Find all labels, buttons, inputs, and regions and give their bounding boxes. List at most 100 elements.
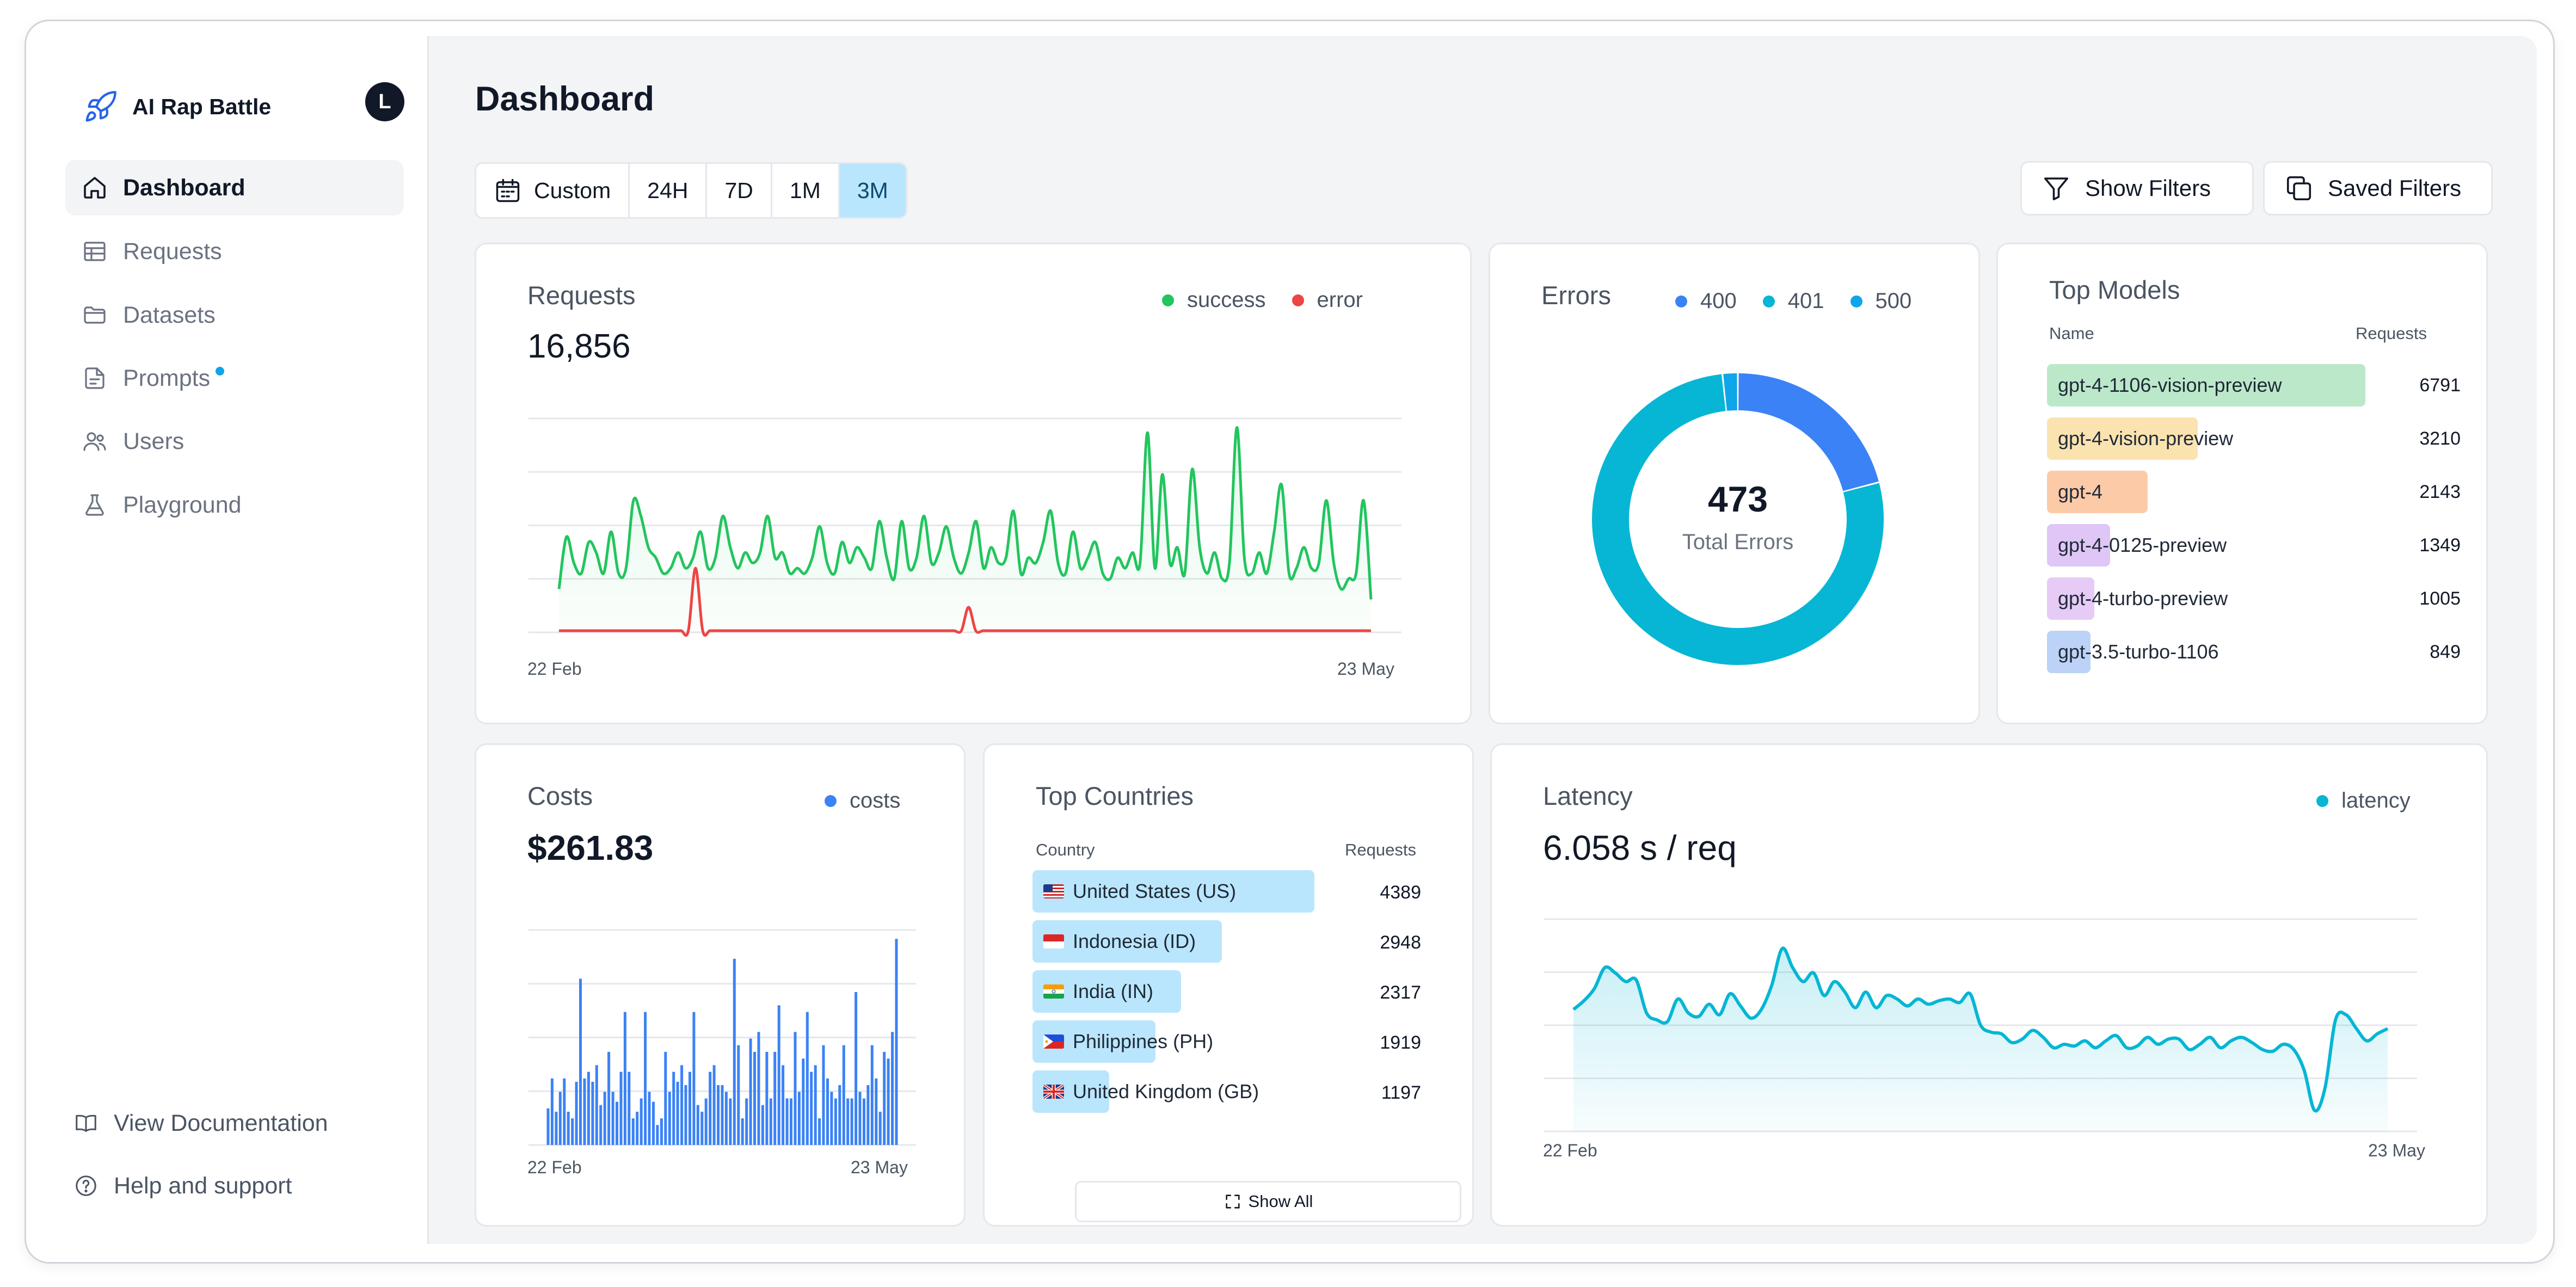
help-support-link[interactable]: Help and support xyxy=(73,1164,292,1208)
saved-filters-button[interactable]: Saved Filters xyxy=(2263,161,2493,215)
cost-bar[interactable] xyxy=(611,1092,614,1146)
cost-bar[interactable] xyxy=(692,1012,696,1145)
cost-bar[interactable] xyxy=(546,1108,550,1145)
cost-bar[interactable] xyxy=(721,1085,724,1145)
model-row[interactable]: gpt-4 xyxy=(2047,471,2368,513)
sidebar-item-prompts[interactable]: Prompts xyxy=(65,350,404,406)
legend-item-400[interactable]: 400 xyxy=(1675,289,1737,313)
cost-bar[interactable] xyxy=(717,1085,720,1145)
cost-bar[interactable] xyxy=(591,1081,594,1145)
cost-bar[interactable] xyxy=(571,1118,574,1145)
legend-item-500[interactable]: 500 xyxy=(1850,289,1911,313)
cost-bar[interactable] xyxy=(550,1078,554,1145)
cost-bar[interactable] xyxy=(842,1045,845,1145)
cost-bar[interactable] xyxy=(656,1125,659,1145)
cost-bar[interactable] xyxy=(672,1072,675,1145)
cost-bar[interactable] xyxy=(761,1105,764,1145)
cost-bar[interactable] xyxy=(709,1072,712,1145)
cost-bar[interactable] xyxy=(863,1098,865,1146)
cost-bar[interactable] xyxy=(810,1072,813,1145)
cost-bar[interactable] xyxy=(733,958,736,1145)
sidebar-item-datasets[interactable]: Datasets xyxy=(65,287,404,343)
cost-bar[interactable] xyxy=(826,1078,829,1145)
cost-bar[interactable] xyxy=(700,1111,704,1145)
brand[interactable]: AI Rap Battle xyxy=(83,84,271,130)
cost-bar[interactable] xyxy=(850,1098,853,1146)
cost-bar[interactable] xyxy=(875,1078,878,1145)
latency-series-line[interactable] xyxy=(1572,946,2389,1113)
cost-bar[interactable] xyxy=(891,1032,894,1145)
cost-bar[interactable] xyxy=(830,1092,833,1146)
cost-bar[interactable] xyxy=(579,978,582,1146)
legend-item-success[interactable]: success xyxy=(1162,288,1266,312)
model-row[interactable]: gpt-3.5-turbo-1106 xyxy=(2047,631,2368,673)
cost-bar[interactable] xyxy=(640,1098,643,1146)
cost-bar[interactable] xyxy=(822,1045,825,1145)
cost-bar[interactable] xyxy=(680,1065,684,1145)
cost-bar[interactable] xyxy=(773,1051,777,1145)
cost-bar[interactable] xyxy=(794,1032,797,1145)
cost-bar[interactable] xyxy=(563,1078,566,1145)
country-row[interactable]: Indonesia (ID) xyxy=(1032,920,1326,963)
cost-bar[interactable] xyxy=(644,1012,647,1145)
cost-bar[interactable] xyxy=(834,1098,837,1146)
cost-bar[interactable] xyxy=(558,1092,562,1146)
model-row[interactable]: gpt-4-vision-preview xyxy=(2047,417,2368,460)
cost-bar[interactable] xyxy=(749,1038,752,1146)
cost-bar[interactable] xyxy=(866,1085,870,1145)
show-all-button[interactable]: Show All xyxy=(1075,1181,1461,1222)
cost-bar[interactable] xyxy=(729,1098,732,1146)
cost-bar[interactable] xyxy=(712,1065,716,1145)
error-slice-400[interactable] xyxy=(1738,373,1879,491)
model-row[interactable]: gpt-4-turbo-preview xyxy=(2047,577,2368,620)
cost-bar[interactable] xyxy=(652,1101,655,1145)
cost-bar[interactable] xyxy=(575,1081,578,1145)
error-series-line[interactable] xyxy=(559,566,1371,637)
cost-bar[interactable] xyxy=(567,1111,570,1145)
cost-bar[interactable] xyxy=(636,1111,639,1145)
legend-item-error[interactable]: error xyxy=(1292,288,1363,312)
cost-bar[interactable] xyxy=(623,1012,626,1145)
range-custom-button[interactable]: Custom xyxy=(476,164,630,217)
cost-bar[interactable] xyxy=(704,1098,708,1146)
cost-bar[interactable] xyxy=(753,1051,756,1145)
cost-bar[interactable] xyxy=(854,992,858,1145)
cost-bar[interactable] xyxy=(676,1081,679,1145)
cost-bar[interactable] xyxy=(660,1118,663,1145)
cost-bar[interactable] xyxy=(599,1105,602,1145)
view-documentation-link[interactable]: View Documentation xyxy=(73,1101,328,1145)
cost-bar[interactable] xyxy=(668,1092,671,1146)
cost-bar[interactable] xyxy=(858,1092,862,1146)
cost-bar[interactable] xyxy=(688,1072,691,1145)
country-row[interactable]: Philippines (PH) xyxy=(1032,1020,1326,1063)
model-row[interactable]: gpt-4-1106-vision-preview xyxy=(2047,364,2368,407)
legend-item-costs[interactable]: costs xyxy=(825,789,900,813)
cost-bar[interactable] xyxy=(878,1111,882,1145)
success-series-line[interactable] xyxy=(557,426,1373,600)
avatar[interactable]: L xyxy=(365,82,404,121)
cost-bar[interactable] xyxy=(741,1118,744,1145)
cost-bar[interactable] xyxy=(607,1051,611,1145)
cost-bar[interactable] xyxy=(664,1051,667,1145)
sidebar-item-dashboard[interactable]: Dashboard xyxy=(65,160,404,215)
range-3m-button[interactable]: 3M xyxy=(839,164,906,217)
cost-bar[interactable] xyxy=(777,1005,780,1145)
cost-bar[interactable] xyxy=(769,1098,772,1146)
cost-bar[interactable] xyxy=(619,1072,623,1145)
cost-bar[interactable] xyxy=(684,1085,687,1145)
show-filters-button[interactable]: Show Filters xyxy=(2020,161,2254,215)
error-slice-401[interactable] xyxy=(1592,374,1884,665)
cost-bar[interactable] xyxy=(555,1111,558,1145)
cost-bar[interactable] xyxy=(765,1051,769,1145)
cost-bar[interactable] xyxy=(802,1058,805,1145)
sidebar-item-users[interactable]: Users xyxy=(65,414,404,469)
cost-bar[interactable] xyxy=(587,1072,590,1145)
cost-bar[interactable] xyxy=(696,1105,699,1145)
cost-bar[interactable] xyxy=(870,1045,874,1145)
cost-bar[interactable] xyxy=(583,1078,586,1145)
cost-bar[interactable] xyxy=(887,1058,890,1145)
cost-bar[interactable] xyxy=(806,1012,809,1145)
cost-bar[interactable] xyxy=(883,1051,886,1145)
country-row[interactable]: India (IN) xyxy=(1032,970,1326,1013)
model-row[interactable]: gpt-4-0125-preview xyxy=(2047,524,2368,566)
